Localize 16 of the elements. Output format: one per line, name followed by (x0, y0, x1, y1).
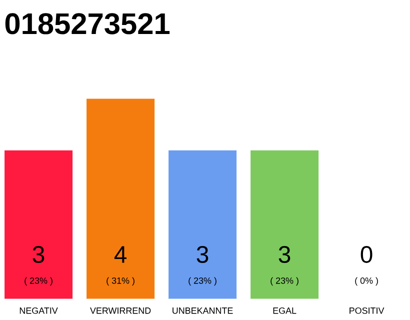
x-tick-label: EGAL (273, 307, 296, 314)
chart-title: 0185273521 (5, 13, 170, 34)
data-label: ( 0% ) (355, 277, 378, 286)
annotation: 0 (360, 246, 372, 263)
data-label: ( 23% ) (24, 277, 52, 286)
annotation: 3 (278, 246, 290, 263)
x-tick-label: VERWIRREND (90, 308, 151, 314)
x-tick-label: UNBEKANNTE (172, 308, 233, 314)
annotation: 3 (32, 246, 44, 263)
data-label: ( 23% ) (188, 277, 216, 286)
data-label: ( 23% ) (270, 277, 298, 286)
data-label: ( 31% ) (106, 277, 134, 286)
annotation: 3 (196, 246, 208, 263)
annotation: 4 (114, 246, 126, 263)
x-tick-label: POSITIV (350, 307, 384, 314)
x-tick-label: NEGATIV (20, 307, 58, 314)
